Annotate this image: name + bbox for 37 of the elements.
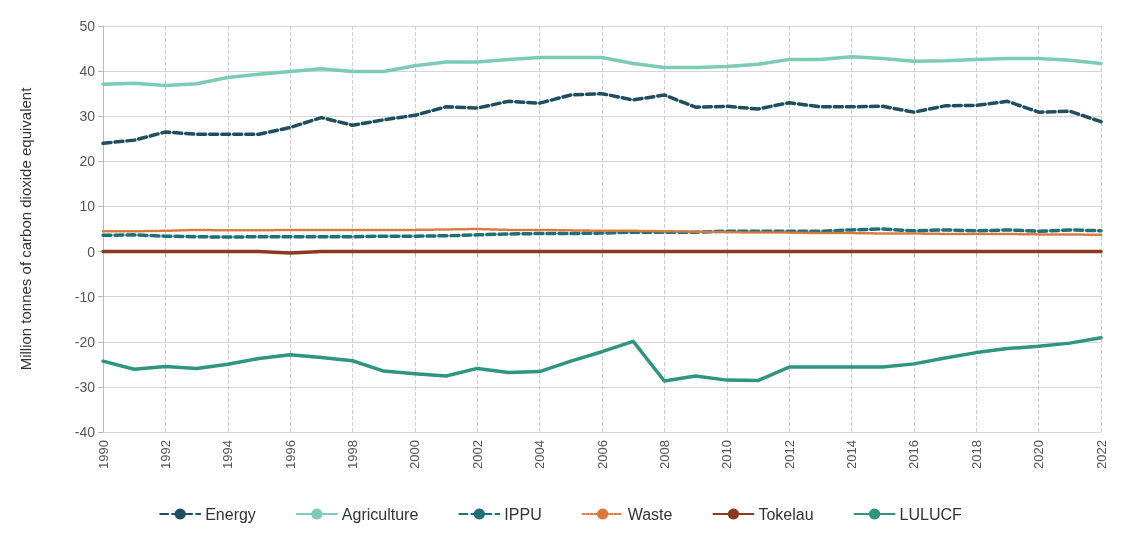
- x-tick-label: 1990: [95, 440, 111, 469]
- y-tick-label: 50: [79, 18, 96, 34]
- x-tick-label: 1996: [282, 440, 298, 469]
- line-series: [101, 335, 1103, 383]
- legend-label: Energy: [205, 505, 256, 523]
- y-tick-label: -20: [74, 333, 96, 350]
- x-tick-label: 2000: [407, 440, 423, 469]
- legend-label: IPPU: [504, 505, 542, 523]
- y-tick-label: 10: [79, 198, 96, 215]
- y-tick-label: -40: [74, 424, 96, 440]
- x-tick-label: 2002: [469, 440, 485, 469]
- x-tick-label: 2014: [844, 440, 859, 469]
- legend-label: LULUCF: [899, 505, 963, 523]
- legend-label: Agriculture: [341, 505, 419, 523]
- x-tick-label: 2004: [532, 440, 548, 469]
- x-tick-label: 1994: [220, 440, 236, 469]
- legend-label: Tokelau: [758, 505, 814, 523]
- y-tick-label: 40: [79, 63, 96, 80]
- x-tick-label: 1992: [157, 440, 173, 469]
- y-axis-title: Million tonnes of carbon dioxide equivalent: [17, 86, 34, 371]
- y-tick-label: -10: [74, 288, 96, 305]
- line-series: [101, 91, 1103, 146]
- legend-label: Waste: [627, 505, 673, 523]
- x-tick-label: 2012: [781, 440, 797, 469]
- x-tick-label: 2018: [968, 440, 984, 469]
- y-tick-label: 0: [87, 243, 96, 260]
- line-series: [101, 54, 1103, 88]
- x-tick-label: 2020: [1031, 440, 1047, 469]
- y-tick-label: 30: [79, 108, 96, 125]
- x-tick-label: 2006: [594, 440, 610, 469]
- x-tick-label: 2008: [656, 440, 672, 469]
- y-tick-label: -30: [74, 378, 96, 395]
- y-tick-label: 20: [79, 153, 96, 170]
- x-tick-label: 2016: [906, 440, 922, 469]
- x-tick-label: 2010: [719, 440, 735, 469]
- x-tick-label: 1998: [345, 440, 360, 469]
- x-tick-label: 2022: [1093, 440, 1109, 469]
